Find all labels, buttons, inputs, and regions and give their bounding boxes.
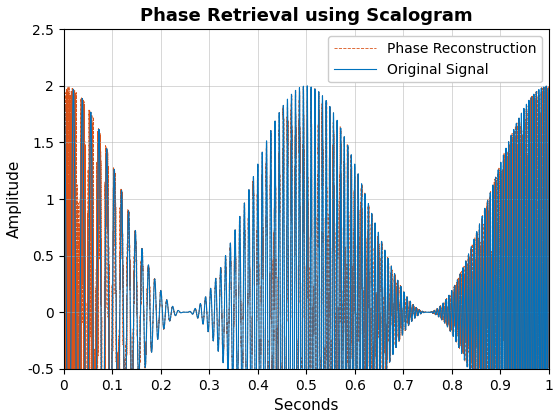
Original Signal bbox=[236, 224, 243, 229]
Legend: Phase Reconstruction, Original Signal: Phase Reconstruction, Original Signal bbox=[328, 36, 542, 82]
X-axis label: Seconds: Seconds bbox=[274, 398, 339, 413]
Original Signal bbox=[446, 296, 452, 301]
Line: Phase Reconstruction: Phase Reconstruction bbox=[64, 86, 549, 420]
Original Signal bbox=[545, 86, 552, 91]
Phase Reconstruction bbox=[236, 220, 243, 225]
Title: Phase Retrieval using Scalogram: Phase Retrieval using Scalogram bbox=[140, 7, 473, 25]
Original Signal bbox=[420, 310, 427, 315]
Phase Reconstruction bbox=[61, 83, 68, 88]
Phase Reconstruction bbox=[545, 84, 552, 89]
Original Signal bbox=[347, 216, 354, 221]
Phase Reconstruction bbox=[347, 313, 354, 318]
Y-axis label: Amplitude: Amplitude bbox=[7, 160, 22, 238]
Phase Reconstruction bbox=[446, 305, 452, 310]
Phase Reconstruction bbox=[85, 301, 92, 306]
Phase Reconstruction bbox=[420, 310, 427, 315]
Original Signal bbox=[85, 370, 92, 375]
Original Signal bbox=[60, 83, 67, 88]
Line: Original Signal: Original Signal bbox=[64, 86, 549, 420]
Phase Reconstruction bbox=[368, 217, 375, 222]
Original Signal bbox=[368, 215, 375, 220]
